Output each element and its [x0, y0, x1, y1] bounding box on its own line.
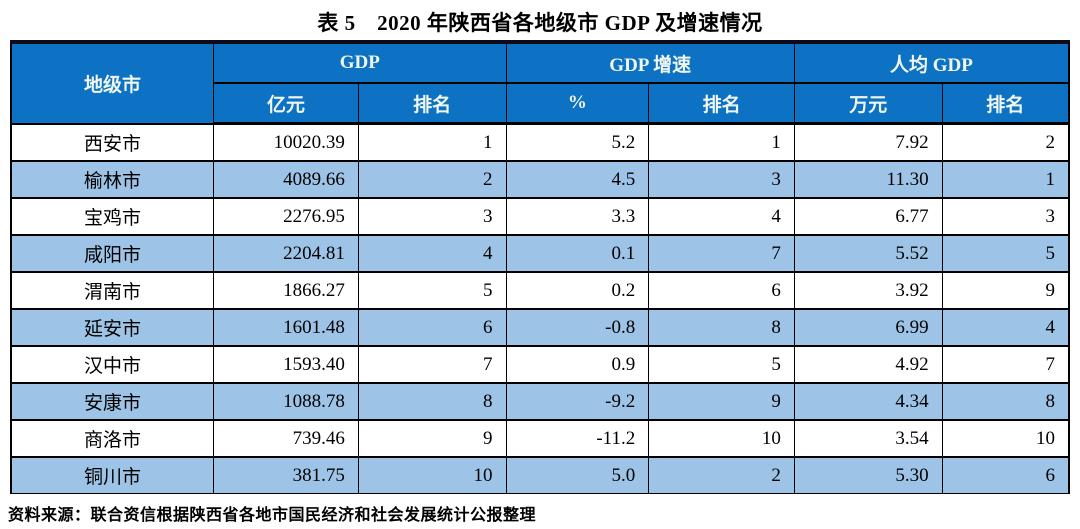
cell-gdp: 739.46 [213, 419, 359, 458]
cell-per_capita: 11.30 [793, 160, 943, 199]
cell-growth_rank: 9 [648, 382, 795, 421]
cell-per_capita_rank: 6 [941, 456, 1070, 494]
cell-gdp_rank: 1 [357, 122, 507, 162]
cell-per_capita: 3.54 [793, 419, 943, 458]
data-source-note: 资料来源：联合资信根据陕西省各地市国民经济和社会发展统计公报整理 [8, 507, 537, 524]
cell-gdp_rank: 2 [357, 160, 507, 199]
cell-growth: 5.2 [505, 122, 650, 162]
table-row: 安康市 1088.78 8 -9.2 9 4.34 8 [10, 382, 1070, 421]
header-gdp: GDP [213, 41, 507, 84]
cell-per_capita: 4.34 [793, 382, 943, 421]
header-growth-unit: % [505, 82, 650, 125]
header-gdp-growth: GDP 增速 [505, 41, 795, 84]
cell-gdp: 1866.27 [213, 271, 359, 310]
header-per-capita-unit: 万元 [793, 82, 943, 125]
cell-city: 西安市 [10, 122, 215, 162]
table-row: 宝鸡市 2276.95 3 3.3 4 6.77 3 [10, 197, 1070, 236]
cell-per_capita: 5.52 [793, 234, 943, 273]
cell-gdp: 381.75 [213, 456, 359, 494]
cell-growth_rank: 5 [648, 345, 795, 384]
header-growth-rank: 排名 [648, 82, 795, 125]
cell-per_capita_rank: 5 [941, 234, 1070, 273]
cell-growth_rank: 4 [648, 197, 795, 236]
table-row: 商洛市 739.46 9 -11.2 10 3.54 10 [10, 419, 1070, 458]
cell-per_capita_rank: 4 [941, 308, 1070, 347]
cell-growth: -9.2 [505, 382, 650, 421]
cell-gdp_rank: 10 [357, 456, 507, 494]
cell-city: 安康市 [10, 382, 215, 421]
cell-growth_rank: 7 [648, 234, 795, 273]
cell-gdp: 2204.81 [213, 234, 359, 273]
cell-per_capita: 5.30 [793, 456, 943, 494]
cell-growth_rank: 2 [648, 456, 795, 494]
cell-growth: 4.5 [505, 160, 650, 199]
cell-city: 汉中市 [10, 345, 215, 384]
header-group-row: 地级市 GDP GDP 增速 人均 GDP [10, 41, 1070, 125]
cell-per_capita_rank: 1 [941, 160, 1070, 199]
table-row: 榆林市 4089.66 2 4.5 3 11.30 1 [10, 160, 1070, 199]
cell-growth: -11.2 [505, 419, 650, 458]
cell-per_capita: 4.92 [793, 345, 943, 384]
header-gdp-rank: 排名 [357, 82, 507, 125]
cell-growth: 3.3 [505, 197, 650, 236]
cell-per_capita: 3.92 [793, 271, 943, 310]
cell-city: 商洛市 [10, 419, 215, 458]
cell-gdp_rank: 8 [357, 382, 507, 421]
cell-gdp: 2276.95 [213, 197, 359, 236]
cell-city: 延安市 [10, 308, 215, 347]
cell-growth_rank: 8 [648, 308, 795, 347]
cell-city: 宝鸡市 [10, 197, 215, 236]
cell-gdp: 4089.66 [213, 160, 359, 199]
cell-per_capita: 7.92 [793, 122, 943, 162]
cell-city: 咸阳市 [10, 234, 215, 273]
cell-per_capita_rank: 7 [941, 345, 1070, 384]
table-row: 汉中市 1593.40 7 0.9 5 4.92 7 [10, 345, 1070, 384]
header-gdp-unit: 亿元 [213, 82, 359, 125]
cell-gdp_rank: 3 [357, 197, 507, 236]
header-per-capita-rank: 排名 [941, 82, 1070, 125]
cell-per_capita: 6.99 [793, 308, 943, 347]
table-row: 渭南市 1866.27 5 0.2 6 3.92 9 [10, 271, 1070, 310]
gdp-table: 地级市 GDP GDP 增速 人均 GDP 亿元 排名 % 排名 万元 排名 西… [10, 40, 1070, 494]
cell-growth_rank: 10 [648, 419, 795, 458]
cell-gdp: 10020.39 [213, 122, 359, 162]
cell-growth: 0.9 [505, 345, 650, 384]
cell-gdp_rank: 5 [357, 271, 507, 310]
cell-per_capita_rank: 3 [941, 197, 1070, 236]
header-city: 地级市 [10, 41, 215, 125]
cell-per_capita_rank: 8 [941, 382, 1070, 421]
header-per-capita-gdp: 人均 GDP [793, 41, 1070, 84]
cell-growth_rank: 3 [648, 160, 795, 199]
cell-gdp_rank: 7 [357, 345, 507, 384]
table-title: 表 5 2020 年陕西省各地级市 GDP 及增速情况 [317, 11, 763, 35]
cell-gdp_rank: 4 [357, 234, 507, 273]
table-row: 铜川市 381.75 10 5.0 2 5.30 6 [10, 456, 1070, 494]
cell-city: 铜川市 [10, 456, 215, 494]
table-row: 西安市 10020.39 1 5.2 1 7.92 2 [10, 122, 1070, 162]
cell-growth: 0.1 [505, 234, 650, 273]
header-sub-row: 亿元 排名 % 排名 万元 排名 [11, 82, 1070, 125]
table-row: 延安市 1601.48 6 -0.8 8 6.99 4 [10, 308, 1070, 347]
cell-per_capita_rank: 2 [941, 122, 1070, 162]
cell-per_capita_rank: 9 [941, 271, 1070, 310]
cell-growth_rank: 1 [648, 122, 795, 162]
cell-per_capita_rank: 10 [941, 419, 1070, 458]
cell-gdp_rank: 6 [357, 308, 507, 347]
cell-city: 渭南市 [10, 271, 215, 310]
cell-per_capita: 6.77 [793, 197, 943, 236]
cell-gdp: 1593.40 [213, 345, 359, 384]
cell-gdp_rank: 9 [357, 419, 507, 458]
table-body: 西安市 10020.39 1 5.2 1 7.92 2 榆林市 4089.66 2 4.5 3 11.3… [10, 122, 1070, 494]
table-row: 咸阳市 2204.81 4 0.1 7 5.52 5 [10, 234, 1070, 273]
table-header: 地级市 GDP GDP 增速 人均 GDP 亿元 排名 % 排名 万元 排名 [10, 41, 1070, 125]
cell-gdp: 1088.78 [213, 382, 359, 421]
cell-growth: 0.2 [505, 271, 650, 310]
cell-growth_rank: 6 [648, 271, 795, 310]
cell-city: 榆林市 [10, 160, 215, 199]
cell-growth: -0.8 [505, 308, 650, 347]
cell-gdp: 1601.48 [213, 308, 359, 347]
cell-growth: 5.0 [505, 456, 650, 494]
